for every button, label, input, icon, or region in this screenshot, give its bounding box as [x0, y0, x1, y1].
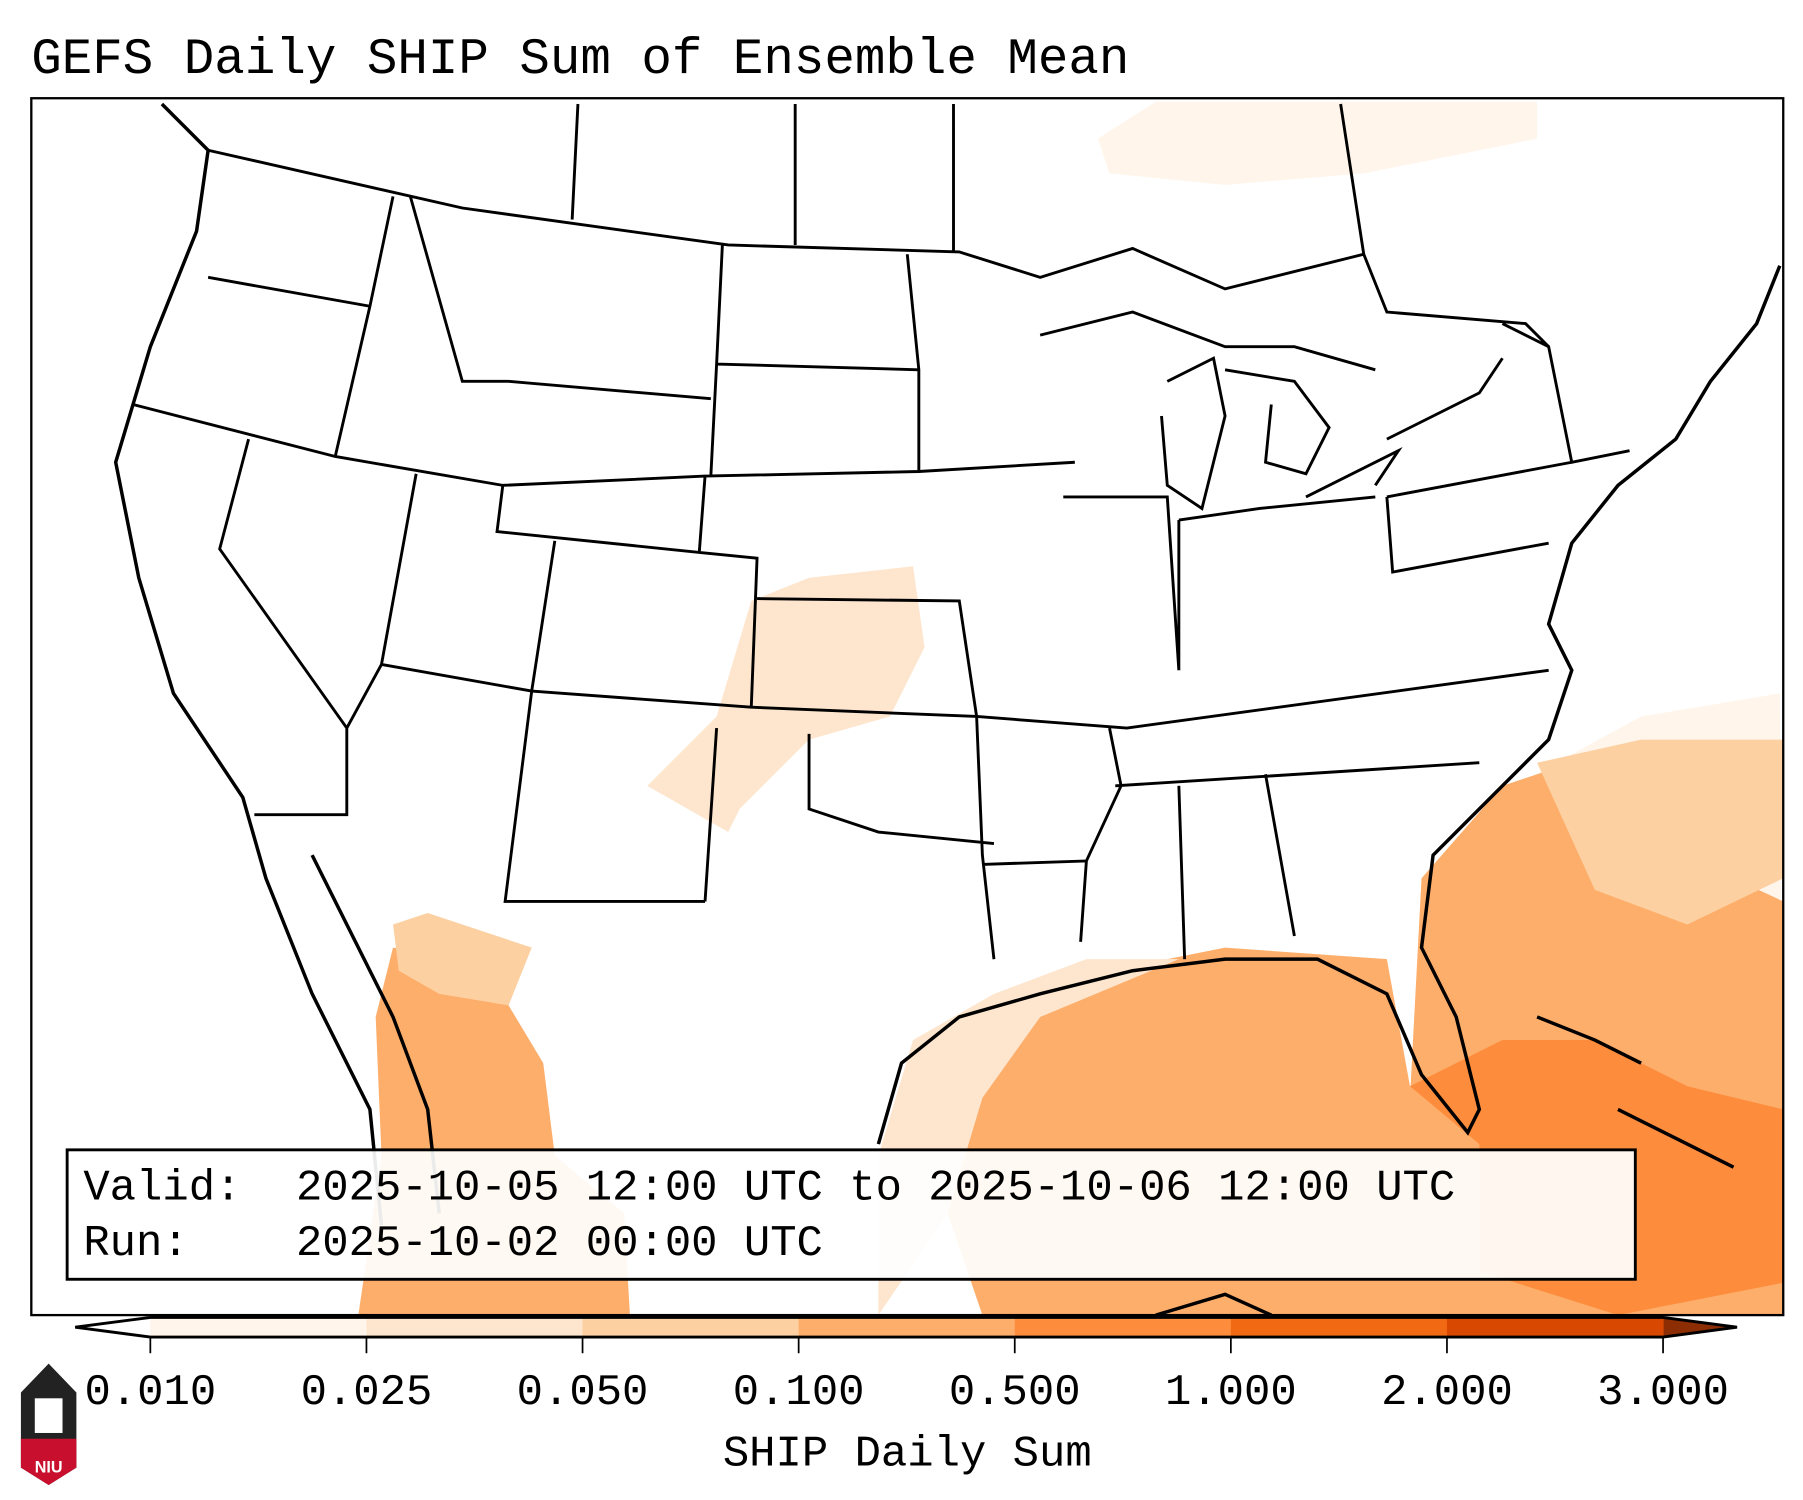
map-frame	[30, 97, 1785, 1317]
colorbar-segment	[1446, 1317, 1664, 1338]
svg-text:Valid:2025-10-05 12:00 UTC to: Valid: 2025-10-05 12:00 UTC to 2025-10-06…	[83, 1164, 1455, 1214]
colorbar-segment	[798, 1317, 1016, 1338]
coastline	[113, 102, 1782, 1316]
colorbar-over-extension	[1663, 1317, 1738, 1338]
colorbar-tick-label: 0.010	[84, 1368, 216, 1418]
colorbar-segment	[150, 1317, 368, 1338]
state-borders	[132, 103, 1630, 960]
colorbar-tick-label: 2.000	[1381, 1368, 1513, 1418]
run-value: 2025-10-02 00:00 UTC	[296, 1219, 823, 1269]
shade-gulf-cal-light	[393, 912, 532, 1006]
colorbar-tick-label: 3.000	[1597, 1368, 1729, 1418]
svg-text:Run:2025-10-02 00:00 UTC: Run: 2025-10-02 00:00 UTC	[83, 1219, 823, 1269]
colorbar-segment	[366, 1317, 584, 1338]
colorbar-label: SHIP Daily Sum	[723, 1429, 1092, 1479]
colorbar-tick-label: 0.500	[949, 1368, 1081, 1418]
niu-logo-text: NIU	[35, 1458, 63, 1476]
valid-run-box: Valid: 2025-10-05 12:00 UTC to 2025-10-06…	[65, 1148, 1637, 1281]
run-label: Run:	[83, 1219, 188, 1269]
map-panel[interactable]	[30, 97, 1785, 1317]
colorbar-segment	[1230, 1317, 1448, 1338]
colorbar-under-extension	[75, 1317, 151, 1338]
colorbar-tick-label: 0.025	[301, 1368, 433, 1418]
shade-se-light	[1537, 739, 1784, 925]
figure-title: GEFS Daily SHIP Sum of Ensemble Mean	[31, 32, 1129, 89]
valid-value: 2025-10-05 12:00 UTC to 2025-10-06 12:00…	[296, 1164, 1455, 1214]
shade-gulf-fringe	[878, 959, 1179, 1316]
colorbar: 0.010 0.025 0.050 0.100 0.500 1.000 2.000 3.000	[75, 1315, 1738, 1418]
niu-logo: NIU	[20, 1363, 77, 1485]
colorbar-tick-label: 0.050	[517, 1368, 649, 1418]
colorbar-segment	[1014, 1317, 1232, 1338]
great-lakes	[1039, 310, 1504, 511]
colorbar-tick-label: 1.000	[1165, 1368, 1297, 1418]
valid-label: Valid:	[83, 1164, 241, 1214]
colorbar-tick-label: 0.100	[733, 1368, 865, 1418]
colorbar-segment	[582, 1317, 800, 1338]
shade-hudson-bay	[1097, 101, 1538, 185]
shade-kansas-light	[647, 566, 925, 833]
